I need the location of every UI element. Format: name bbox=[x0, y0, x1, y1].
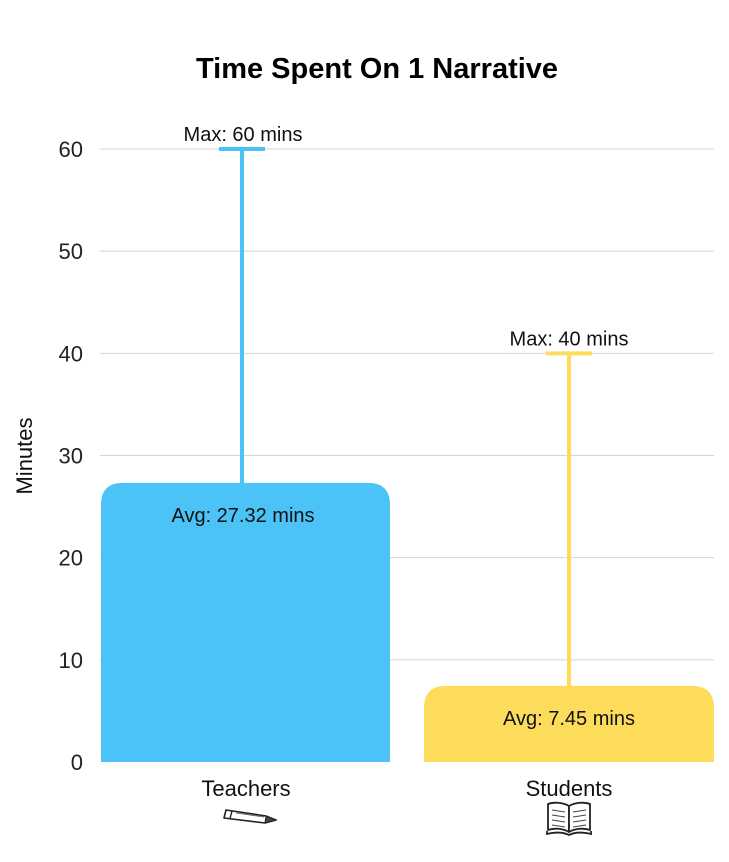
y-axis-ticks: 0 10 20 30 40 50 60 bbox=[59, 137, 83, 775]
book-text-line bbox=[572, 819, 587, 823]
chart-title: Time Spent On 1 Narrative bbox=[196, 53, 558, 85]
avg-label: Avg: 7.45 mins bbox=[503, 708, 635, 730]
y-tick-label: 40 bbox=[59, 341, 83, 366]
category-icons bbox=[223, 801, 592, 837]
y-tick-label: 20 bbox=[59, 546, 83, 571]
book-text-line bbox=[551, 809, 566, 813]
pencil-line bbox=[235, 812, 265, 818]
bar-teachers bbox=[101, 482, 390, 762]
x-tick-label: Teachers bbox=[201, 776, 290, 801]
x-tick-label: Students bbox=[526, 776, 613, 801]
pencil-icon bbox=[223, 809, 278, 824]
y-tick-label: 0 bbox=[71, 750, 83, 775]
y-tick-label: 10 bbox=[59, 648, 83, 673]
pencil-band bbox=[229, 810, 233, 819]
y-tick-label: 50 bbox=[59, 239, 83, 264]
pencil-tip bbox=[264, 815, 278, 824]
open-book-icon bbox=[546, 801, 592, 837]
max-label: Max: 40 mins bbox=[510, 328, 629, 350]
book-text-line bbox=[572, 814, 587, 818]
y-axis-title: Minutes bbox=[12, 417, 37, 494]
bars bbox=[101, 147, 714, 762]
y-tick-label: 60 bbox=[59, 137, 83, 162]
book-right-page bbox=[568, 801, 591, 833]
book-text-line bbox=[572, 809, 587, 813]
book-text-line bbox=[551, 814, 566, 818]
avg-label: Avg: 27.32 mins bbox=[171, 505, 314, 527]
max-label: Max: 60 mins bbox=[184, 124, 303, 146]
bar-students bbox=[424, 685, 714, 762]
book-text-line bbox=[572, 824, 587, 828]
book-cover-edge bbox=[546, 831, 592, 837]
book-text-line bbox=[551, 819, 566, 823]
labels: Avg: 27.32 mins Max: 60 mins Teachers Avg: … bbox=[171, 124, 634, 801]
y-tick-label: 30 bbox=[59, 444, 83, 469]
book-text-line bbox=[551, 824, 566, 828]
book-left-page bbox=[547, 801, 570, 833]
